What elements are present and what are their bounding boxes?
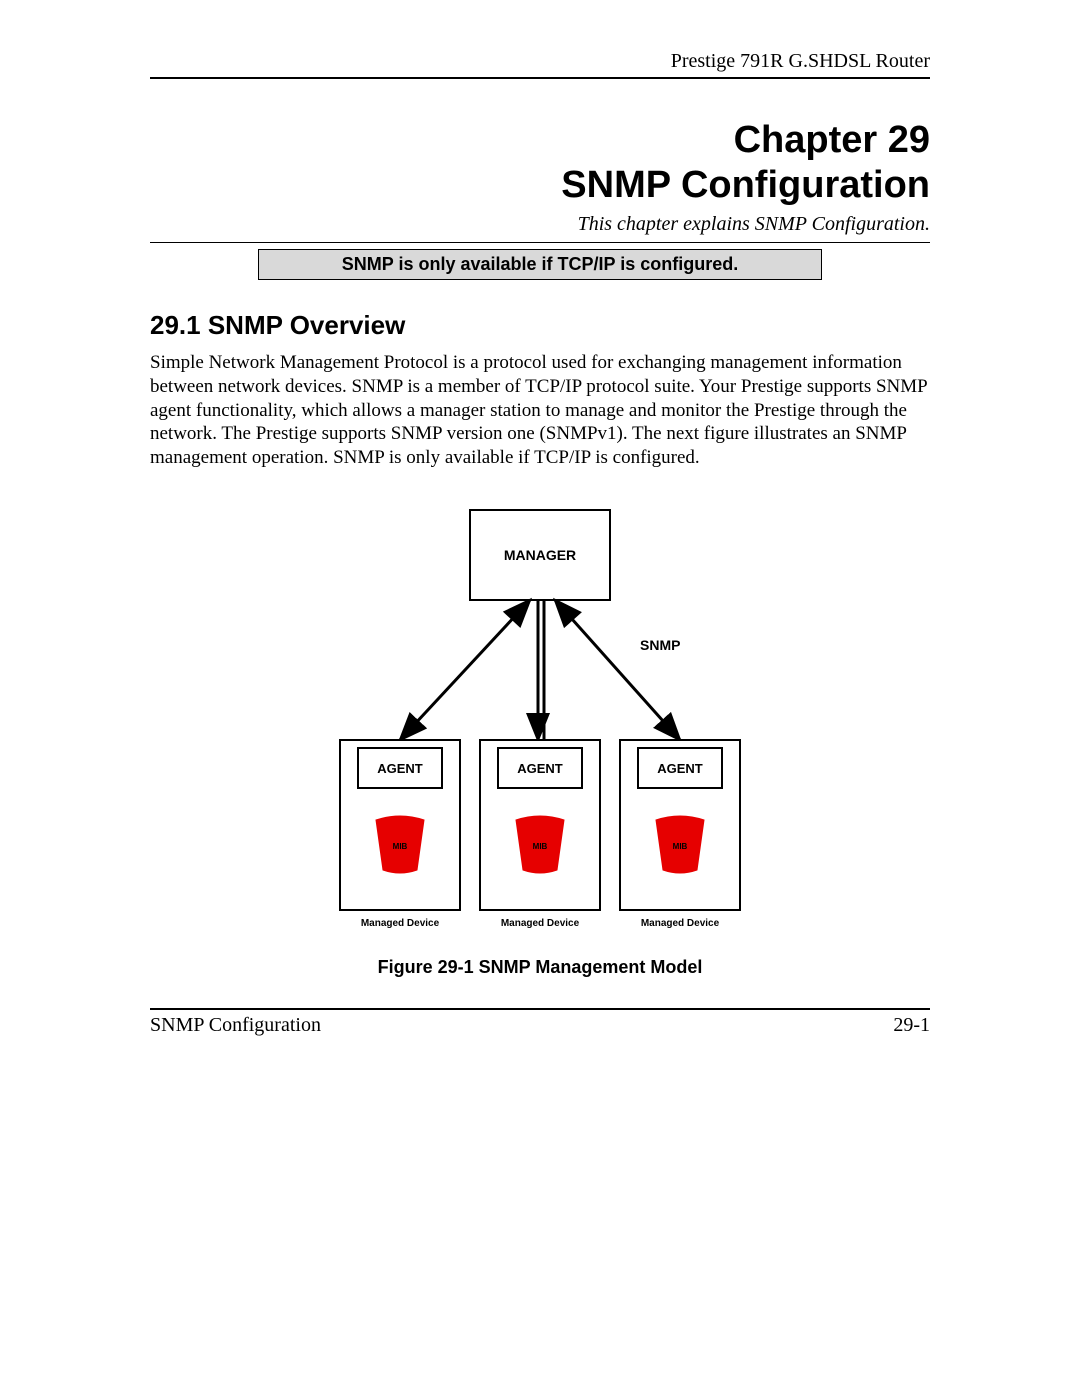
page-header: Prestige 791R G.SHDSL Router	[150, 50, 930, 79]
chapter-number: Chapter 29	[150, 119, 930, 162]
svg-text:AGENT: AGENT	[517, 761, 563, 776]
section-body: Simple Network Management Protocol is a …	[150, 351, 930, 470]
snmp-diagram: MANAGER SNMP AGENT MIB Managed Device AGENT MI…	[240, 490, 840, 940]
svg-text:Managed Device: Managed Device	[641, 918, 720, 929]
page: Prestige 791R G.SHDSL Router Chapter 29 …	[0, 0, 1080, 1077]
svg-text:Managed Device: Managed Device	[361, 918, 440, 929]
notice-bar: SNMP is only available if TCP/IP is conf…	[258, 249, 822, 280]
chapter-block: Chapter 29 SNMP Configuration This chapt…	[150, 119, 930, 236]
section-heading: 29.1 SNMP Overview	[150, 310, 930, 341]
notice-text: SNMP is only available if TCP/IP is conf…	[342, 254, 738, 274]
svg-text:AGENT: AGENT	[657, 761, 703, 776]
chapter-title: SNMP Configuration	[150, 164, 930, 207]
rule-under-chapter	[150, 242, 930, 243]
product-name: Prestige 791R G.SHDSL Router	[671, 50, 930, 72]
svg-text:MANAGER: MANAGER	[504, 547, 576, 563]
svg-text:MIB: MIB	[393, 842, 408, 851]
figure-caption: Figure 29-1 SNMP Management Model	[150, 957, 930, 978]
svg-text:AGENT: AGENT	[377, 761, 423, 776]
svg-text:MIB: MIB	[673, 842, 688, 851]
chapter-subtitle: This chapter explains SNMP Configuration…	[150, 213, 930, 236]
svg-text:SNMP: SNMP	[640, 637, 680, 653]
footer-right: 29-1	[893, 1014, 930, 1037]
page-footer: SNMP Configuration 29-1	[150, 1014, 930, 1037]
figure: MANAGER SNMP AGENT MIB Managed Device AGENT MI…	[150, 490, 930, 978]
svg-text:Managed Device: Managed Device	[501, 918, 580, 929]
svg-text:MIB: MIB	[533, 842, 548, 851]
footer-rule	[150, 1008, 930, 1010]
footer-left: SNMP Configuration	[150, 1014, 321, 1037]
